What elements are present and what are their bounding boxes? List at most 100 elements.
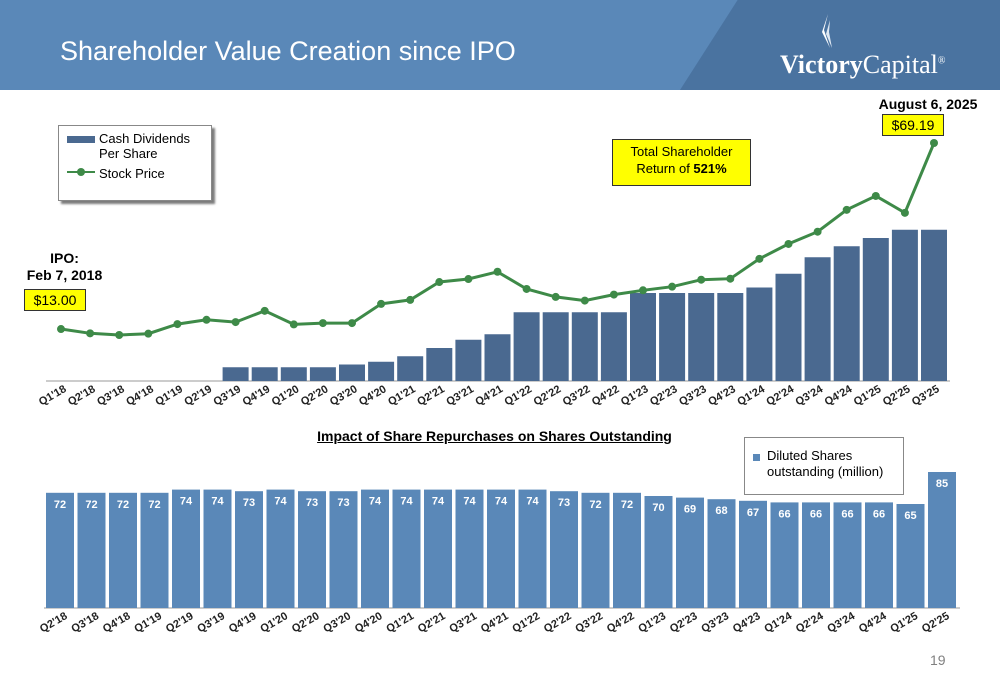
- x-tick-label: Q3'23: [677, 383, 709, 408]
- price-point: [930, 139, 938, 147]
- shares-bar: [550, 491, 578, 608]
- tsr-line1: Total Shareholder: [630, 144, 733, 159]
- shares-value-label: 74: [400, 496, 413, 508]
- x-tick-label-shares: Q2'23: [668, 610, 700, 635]
- x-tick-label-shares: Q1'20: [258, 610, 290, 635]
- x-tick-label: Q4'19: [241, 383, 273, 408]
- price-point: [726, 274, 735, 283]
- logo-bold-text: Victory: [780, 50, 863, 79]
- shares-bar: [833, 502, 862, 608]
- price-point: [202, 315, 211, 324]
- tsr-value: 521%: [693, 161, 727, 176]
- shares-value-label: 70: [652, 502, 664, 514]
- price-point: [144, 329, 153, 338]
- end-date-label: August 6, 2025: [878, 96, 978, 112]
- shares-value-label: 74: [369, 496, 382, 508]
- shares-bar: [518, 489, 547, 608]
- shares-value-label: 66: [873, 508, 885, 520]
- x-tick-label-shares: Q1'22: [510, 610, 542, 635]
- x-tick-label-shares: Q3'21: [447, 610, 479, 635]
- price-point: [115, 331, 124, 339]
- dividend-bar: [746, 287, 773, 381]
- shares-value-label: 68: [715, 505, 727, 517]
- dividend-bar: [542, 312, 569, 381]
- x-tick-label-shares: Q4'22: [605, 610, 637, 635]
- price-point: [784, 239, 793, 248]
- price-point: [377, 299, 386, 308]
- shares-value-label: 66: [841, 508, 853, 520]
- ipo-price-callout: $13.00: [24, 289, 86, 311]
- dividend-bar: [862, 238, 889, 381]
- shares-value-label: 73: [558, 497, 570, 509]
- x-tick-label-shares: Q2'18: [38, 610, 70, 635]
- price-point: [842, 205, 851, 214]
- dividend-bar: [833, 246, 860, 381]
- x-tick-label-shares: Q3'23: [699, 610, 731, 635]
- x-tick-label: Q3'24: [794, 383, 826, 409]
- shares-bar: [392, 489, 421, 608]
- shares-bar: [235, 491, 263, 608]
- legend-swatch-dividends: [67, 136, 95, 143]
- x-tick-label-shares: Q4'18: [101, 610, 133, 635]
- price-point: [639, 286, 647, 295]
- shares-value-label: 72: [117, 499, 129, 511]
- x-tick-label: Q1'20: [270, 383, 302, 408]
- price-point: [464, 275, 473, 284]
- x-tick-label-shares: Q4'20: [353, 610, 385, 635]
- x-tick-label: Q2'23: [648, 383, 680, 408]
- shares-bar: [802, 502, 830, 608]
- shares-bar: [455, 489, 484, 608]
- price-point: [668, 282, 677, 291]
- x-tick-label: Q3'22: [561, 383, 593, 408]
- price-point: [580, 296, 589, 305]
- x-tick-label-shares: Q3'20: [321, 610, 353, 635]
- logo-registered-mark: ®: [937, 55, 946, 67]
- x-tick-label: Q4'21: [473, 383, 505, 408]
- dividend-bar: [804, 257, 831, 381]
- logo-mark-icon: [822, 14, 832, 48]
- header-accent: [680, 0, 1000, 90]
- x-tick-label-shares: Q1'21: [384, 610, 416, 635]
- x-tick-label-shares: Q3'24: [825, 610, 857, 636]
- shares-bar: [581, 492, 610, 608]
- ipo-label-line1: IPO:: [50, 250, 79, 266]
- total-return-callout: Total Shareholder Return of 521%: [612, 139, 751, 186]
- x-tick-label-shares: Q1'25: [888, 610, 920, 635]
- page-number: 19: [930, 652, 946, 668]
- dividend-bar: [222, 367, 249, 381]
- legend-label-shares: Diluted Shares outstanding (million): [767, 448, 883, 480]
- price-point: [900, 208, 909, 217]
- price-point: [755, 254, 764, 263]
- price-point: [406, 295, 415, 304]
- price-point: [609, 290, 618, 299]
- x-tick-label: Q3'19: [212, 383, 244, 408]
- x-tick-label: Q4'24: [823, 383, 855, 409]
- end-price-callout: $69.19: [882, 114, 944, 136]
- legend-item-price: Stock Price: [67, 166, 165, 181]
- shares-bar: [46, 492, 74, 608]
- price-point: [289, 320, 298, 329]
- dividend-bar: [513, 312, 540, 381]
- shares-value-label: 66: [810, 508, 822, 520]
- x-tick-label: Q2'19: [182, 383, 214, 408]
- price-point: [551, 292, 560, 301]
- shares-value-label: 72: [621, 499, 633, 511]
- legend-label-shares-2: outstanding (million): [767, 464, 884, 479]
- legend-swatch-price: [67, 166, 95, 176]
- shares-value-label: 74: [211, 496, 224, 508]
- dividend-bar: [455, 339, 482, 381]
- x-tick-label: Q2'24: [764, 383, 796, 409]
- legend-label-price: Stock Price: [99, 166, 165, 181]
- shares-bar: [644, 496, 673, 608]
- shares-bar: [739, 500, 767, 608]
- shares-bar: [613, 492, 641, 608]
- x-tick-label-shares: Q4'24: [857, 610, 889, 636]
- price-point: [260, 306, 269, 315]
- x-tick-label: Q1'23: [619, 383, 651, 408]
- x-tick-label: Q3'21: [444, 383, 476, 408]
- price-point: [86, 329, 95, 338]
- shares-bar: [329, 491, 358, 608]
- shares-value-label: 72: [148, 499, 160, 511]
- price-point: [522, 284, 531, 293]
- x-tick-label-shares: Q4'23: [731, 610, 763, 635]
